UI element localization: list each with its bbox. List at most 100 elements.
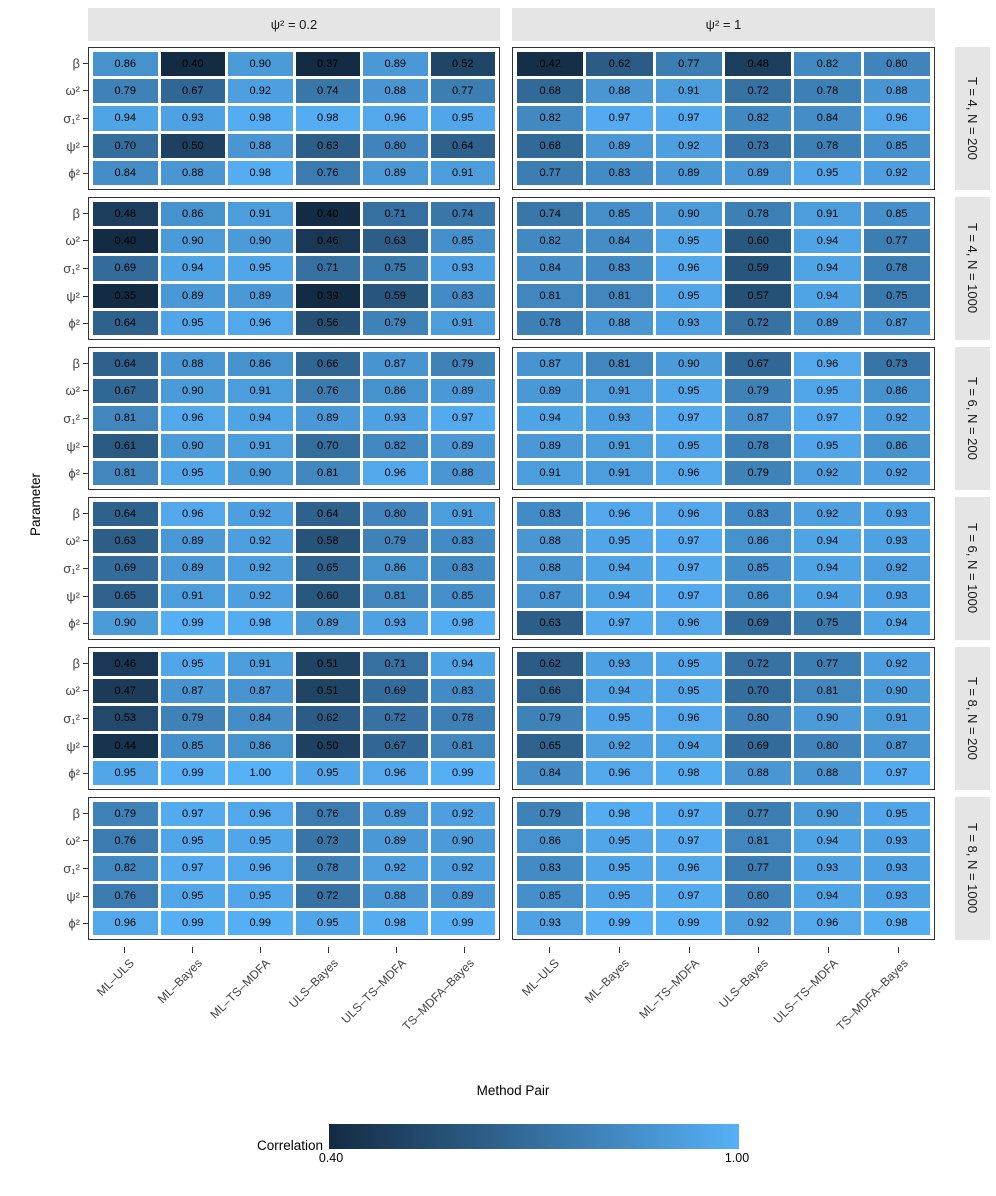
cell-value: 0.67 bbox=[747, 358, 769, 371]
heatmap-cell: 0.92 bbox=[863, 556, 930, 581]
cell-value: 0.95 bbox=[816, 166, 839, 179]
cell-value: 0.95 bbox=[608, 862, 631, 875]
heatmap-cell: 0.87 bbox=[160, 679, 225, 704]
cell-value: 0.79 bbox=[539, 712, 561, 725]
cell-value: 0.89 bbox=[539, 439, 561, 452]
cell-value: 0.96 bbox=[608, 766, 631, 779]
cell-value: 0.50 bbox=[182, 139, 204, 152]
heatmap-cell: 0.95 bbox=[655, 433, 722, 458]
heatmap-cell: 0.95 bbox=[93, 760, 158, 785]
cell-value: 0.91 bbox=[608, 385, 631, 398]
cell-value: 0.95 bbox=[678, 439, 700, 452]
heatmap-cell: 0.99 bbox=[586, 910, 653, 935]
cell-value: 0.57 bbox=[747, 289, 769, 302]
cell-value: 0.92 bbox=[816, 466, 839, 479]
heatmap-cell: 0.91 bbox=[430, 310, 495, 335]
heatmap-cell: 0.90 bbox=[228, 52, 293, 77]
cell-value: 0.97 bbox=[678, 412, 700, 425]
facet-row-T = 6, N = 200: β ω² σ₁² ψ² ϕ² 0.64 0.88 0.86 0.66 0.87 0.79 0.67 0.… bbox=[0, 347, 996, 490]
y-tick-label: σ₁² bbox=[63, 110, 80, 126]
cell-value: 0.82 bbox=[114, 862, 136, 875]
facet-strip-label: T = 8, N = 200 bbox=[965, 677, 980, 760]
heatmap-cell: 0.99 bbox=[655, 910, 722, 935]
cell-value: 0.99 bbox=[182, 766, 204, 779]
cell-value: 0.98 bbox=[452, 616, 474, 629]
heatmap-cell: 0.69 bbox=[725, 733, 792, 758]
heatmap-cell: 0.95 bbox=[794, 379, 861, 404]
cell-value: 0.90 bbox=[678, 358, 700, 371]
cell-value: 0.83 bbox=[452, 535, 474, 548]
heatmap-panel-ψ² = 0.2-T = 4, N = 200: 0.86 0.40 0.90 0.37 0.89 0.52 0.79 0.67 0.92 0.74… bbox=[88, 47, 500, 190]
heatmap-cell: 0.88 bbox=[430, 460, 495, 485]
heatmap-cell: 0.96 bbox=[228, 310, 293, 335]
heatmap-cell: 0.92 bbox=[794, 460, 861, 485]
cell-value: 0.63 bbox=[114, 535, 136, 548]
cell-value: 0.95 bbox=[452, 112, 474, 125]
cell-value: 0.71 bbox=[317, 262, 339, 275]
y-tick-label: ψ² bbox=[66, 888, 80, 904]
strip-gap bbox=[935, 497, 955, 640]
cell-value: 0.89 bbox=[816, 316, 839, 329]
heatmap-cell: 0.79 bbox=[725, 379, 792, 404]
heatmap-cell: 0.93 bbox=[363, 406, 428, 431]
x-tick-mark bbox=[549, 947, 551, 953]
heatmap-cell: 0.92 bbox=[863, 406, 930, 431]
heatmap-cell: 0.71 bbox=[295, 256, 360, 281]
cell-value: 0.63 bbox=[384, 235, 406, 248]
cell-value: 0.72 bbox=[317, 889, 339, 902]
cell-value: 0.96 bbox=[384, 766, 406, 779]
cell-value: 0.35 bbox=[114, 289, 136, 302]
heatmap-cell: 0.87 bbox=[363, 352, 428, 377]
cell-value: 0.86 bbox=[249, 358, 271, 371]
heatmap-cell: 0.91 bbox=[863, 706, 930, 731]
heatmap-cell: 0.86 bbox=[93, 52, 158, 77]
heatmap-cell: 0.78 bbox=[863, 256, 930, 281]
heatmap-cell: 0.99 bbox=[430, 910, 495, 935]
cell-value: 0.99 bbox=[452, 766, 474, 779]
cell-value: 0.85 bbox=[182, 739, 204, 752]
heatmap-cell: 0.85 bbox=[517, 883, 584, 908]
y-tick-label: ϕ² bbox=[68, 166, 80, 182]
cell-value: 0.88 bbox=[539, 535, 561, 548]
heatmap-cell: 0.96 bbox=[160, 406, 225, 431]
heatmap-cell: 0.96 bbox=[794, 352, 861, 377]
cell-value: 0.94 bbox=[452, 658, 474, 671]
heatmap-cell: 0.89 bbox=[430, 883, 495, 908]
cell-value: 0.95 bbox=[816, 385, 839, 398]
cell-value: 0.90 bbox=[182, 439, 204, 452]
cell-value: 0.94 bbox=[608, 562, 631, 575]
heatmap-cell: 0.94 bbox=[517, 406, 584, 431]
y-tick-mark bbox=[83, 867, 88, 869]
heatmap-panel-ψ² = 1-T = 8, N = 1000: 0.79 0.98 0.97 0.77 0.90 0.95 0.86 0.95 0.97 0.81… bbox=[512, 797, 935, 940]
cell-value: 0.70 bbox=[747, 685, 769, 698]
cell-value: 0.95 bbox=[678, 235, 700, 248]
cell-value: 0.90 bbox=[816, 712, 839, 725]
heatmap-cell: 0.90 bbox=[160, 229, 225, 254]
heatmap-cell: 0.93 bbox=[430, 256, 495, 281]
cell-value: 0.88 bbox=[608, 316, 631, 329]
heatmap-cell: 0.40 bbox=[160, 52, 225, 77]
cell-value: 0.67 bbox=[384, 739, 406, 752]
cell-value: 0.64 bbox=[114, 508, 136, 521]
cell-value: 0.77 bbox=[816, 658, 839, 671]
x-tick-mark bbox=[260, 947, 262, 953]
y-axis-label-row: σ₁² bbox=[0, 556, 88, 581]
y-tick-mark bbox=[83, 923, 88, 925]
cell-value: 0.93 bbox=[608, 658, 631, 671]
cell-value: 0.92 bbox=[678, 139, 700, 152]
heatmap-cell: 0.96 bbox=[228, 856, 293, 881]
cell-value: 1.00 bbox=[249, 766, 271, 779]
heatmap-cell: 0.95 bbox=[655, 679, 722, 704]
cell-value: 0.86 bbox=[114, 58, 136, 71]
heatmap-panel-ψ² = 0.2-T = 8, N = 1000: 0.79 0.97 0.96 0.76 0.89 0.92 0.76 0.95 0.95 0.73… bbox=[88, 797, 500, 940]
cell-value: 0.85 bbox=[747, 562, 769, 575]
heatmap-cell: 0.98 bbox=[295, 106, 360, 131]
cell-value: 0.89 bbox=[384, 835, 406, 848]
cell-value: 0.60 bbox=[747, 235, 769, 248]
heatmap-cell: 0.81 bbox=[586, 283, 653, 308]
facet-strip-psi-1: ψ² = 1 bbox=[512, 8, 935, 41]
heatmap-cell: 0.95 bbox=[655, 283, 722, 308]
cell-value: 0.89 bbox=[384, 58, 406, 71]
heatmap-cell: 0.93 bbox=[794, 856, 861, 881]
heatmap-cell: 0.92 bbox=[725, 910, 792, 935]
